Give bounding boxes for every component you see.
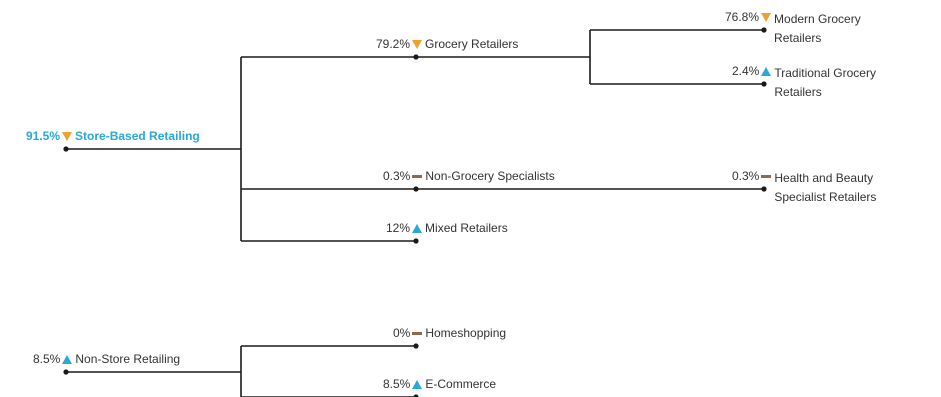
node-value: 12% bbox=[386, 221, 411, 235]
trend-up-icon bbox=[761, 67, 772, 76]
node-value: 8.5% bbox=[33, 352, 61, 366]
tree-node-modern_grocery[interactable]: 76.8% Modern Grocery Retailers bbox=[725, 10, 894, 48]
trend-down-icon bbox=[62, 132, 73, 141]
node-dot-grocery bbox=[413, 54, 419, 60]
node-dot-homeshopping bbox=[413, 343, 419, 349]
trend-down-icon bbox=[412, 40, 423, 49]
node-label: Grocery Retailers bbox=[425, 37, 519, 51]
trend-down-icon bbox=[761, 13, 772, 22]
trend-flat-icon bbox=[412, 175, 423, 178]
tree-node-homeshopping[interactable]: 0% Homeshopping bbox=[393, 326, 506, 341]
node-dot-non_store bbox=[63, 369, 69, 375]
tree-node-ecommerce[interactable]: 8.5% E-Commerce bbox=[383, 377, 496, 392]
node-value: 0% bbox=[393, 326, 411, 340]
node-label: Modern Grocery Retailers bbox=[774, 12, 861, 45]
tree-node-non_grocery[interactable]: 0.3% Non-Grocery Specialists bbox=[383, 169, 555, 184]
node-label: E-Commerce bbox=[425, 377, 497, 391]
node-dot-traditional_grocery bbox=[761, 81, 767, 87]
node-value: 0.3% bbox=[732, 169, 760, 183]
node-value: 91.5% bbox=[26, 129, 61, 143]
tree-node-non_store[interactable]: 8.5% Non-Store Retailing bbox=[33, 352, 180, 367]
node-value: 76.8% bbox=[725, 10, 760, 24]
tree-node-store_based[interactable]: 91.5% Store-Based Retailing bbox=[26, 129, 200, 144]
trend-up-icon bbox=[412, 224, 423, 233]
node-dot-mixed bbox=[413, 238, 419, 244]
tree-node-mixed[interactable]: 12% Mixed Retailers bbox=[386, 221, 508, 236]
node-value: 79.2% bbox=[376, 37, 411, 51]
node-dot-ecommerce bbox=[413, 394, 419, 397]
node-value: 0.3% bbox=[383, 169, 411, 183]
node-value: 2.4% bbox=[732, 64, 760, 78]
node-label: Non-Store Retailing bbox=[75, 352, 181, 366]
node-label: Non-Grocery Specialists bbox=[425, 169, 555, 183]
trend-up-icon bbox=[412, 380, 423, 389]
node-dot-store_based bbox=[63, 146, 69, 152]
node-label: Store-Based Retailing bbox=[75, 129, 200, 143]
trend-up-icon bbox=[62, 355, 73, 364]
node-dot-non_grocery bbox=[413, 186, 419, 192]
trend-flat-icon bbox=[761, 175, 772, 178]
node-dot-modern_grocery bbox=[761, 27, 767, 33]
tree-node-grocery[interactable]: 79.2% Grocery Retailers bbox=[376, 37, 518, 52]
node-label: Health and Beauty Specialist Retailers bbox=[774, 171, 877, 204]
trend-flat-icon bbox=[412, 332, 423, 335]
node-label: Traditional Grocery Retailers bbox=[774, 66, 876, 99]
tree-node-health_beauty[interactable]: 0.3% Health and Beauty Specialist Retaile… bbox=[732, 169, 894, 207]
node-label: Mixed Retailers bbox=[425, 221, 508, 235]
node-label: Homeshopping bbox=[425, 326, 507, 340]
node-dot-health_beauty bbox=[761, 186, 767, 192]
node-value: 8.5% bbox=[383, 377, 411, 391]
tree-node-traditional_grocery[interactable]: 2.4% Traditional Grocery Retailers bbox=[732, 64, 894, 102]
